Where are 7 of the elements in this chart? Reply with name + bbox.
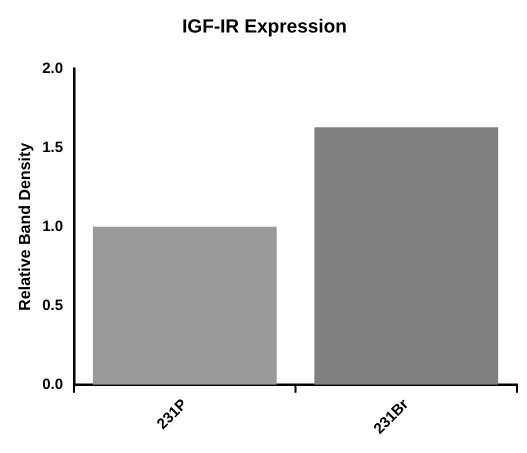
y-axis-title: Relative Band Density: [17, 142, 34, 311]
y-tick-label: 1.5: [42, 138, 64, 156]
chart-title: IGF-IR Expression: [182, 16, 347, 38]
y-tick-label: 0.5: [42, 296, 64, 314]
y-tick-label: 0.0: [42, 376, 64, 393]
y-tick-label: 2.0: [42, 60, 64, 77]
y-tick-label: 1.0: [42, 218, 64, 235]
